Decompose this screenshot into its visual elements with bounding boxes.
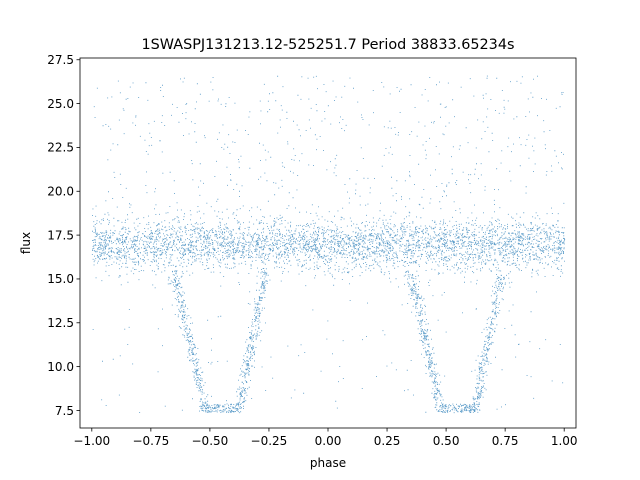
y-tick-label: 7.5 xyxy=(55,404,74,418)
y-tick-label: 17.5 xyxy=(47,228,74,242)
x-axis: −1.00 −0.75 −0.50 −0.25 0.00 0.25 0.50 0.75 1.00 xyxy=(73,428,578,448)
y-axis-label: flux xyxy=(19,232,33,254)
y-tick-label: 25.0 xyxy=(47,97,74,111)
x-tick-label: 0.75 xyxy=(492,434,519,448)
y-tick-label: 22.5 xyxy=(47,141,74,155)
x-tick-label: 0.00 xyxy=(315,434,342,448)
x-tick-label: −0.50 xyxy=(192,434,229,448)
y-tick-label: 15.0 xyxy=(47,272,74,286)
x-tick-label: −1.00 xyxy=(73,434,110,448)
chart-title: 1SWASPJ131213.12-525251.7 Period 38833.6… xyxy=(142,37,515,53)
y-tick-label: 27.5 xyxy=(47,53,74,67)
x-tick-label: 0.50 xyxy=(433,434,460,448)
y-tick-label: 20.0 xyxy=(47,185,74,199)
x-tick-label: 1.00 xyxy=(551,434,578,448)
y-axis: 7.5 10.0 12.5 15.0 17.5 20.0 22.5 25.0 27.5 xyxy=(47,53,80,418)
x-tick-label: 0.25 xyxy=(374,434,401,448)
y-tick-label: 10.0 xyxy=(47,360,74,374)
x-tick-label: −0.25 xyxy=(251,434,288,448)
x-tick-label: −0.75 xyxy=(132,434,169,448)
y-tick-label: 12.5 xyxy=(47,316,74,330)
x-axis-label: phase xyxy=(310,456,346,470)
